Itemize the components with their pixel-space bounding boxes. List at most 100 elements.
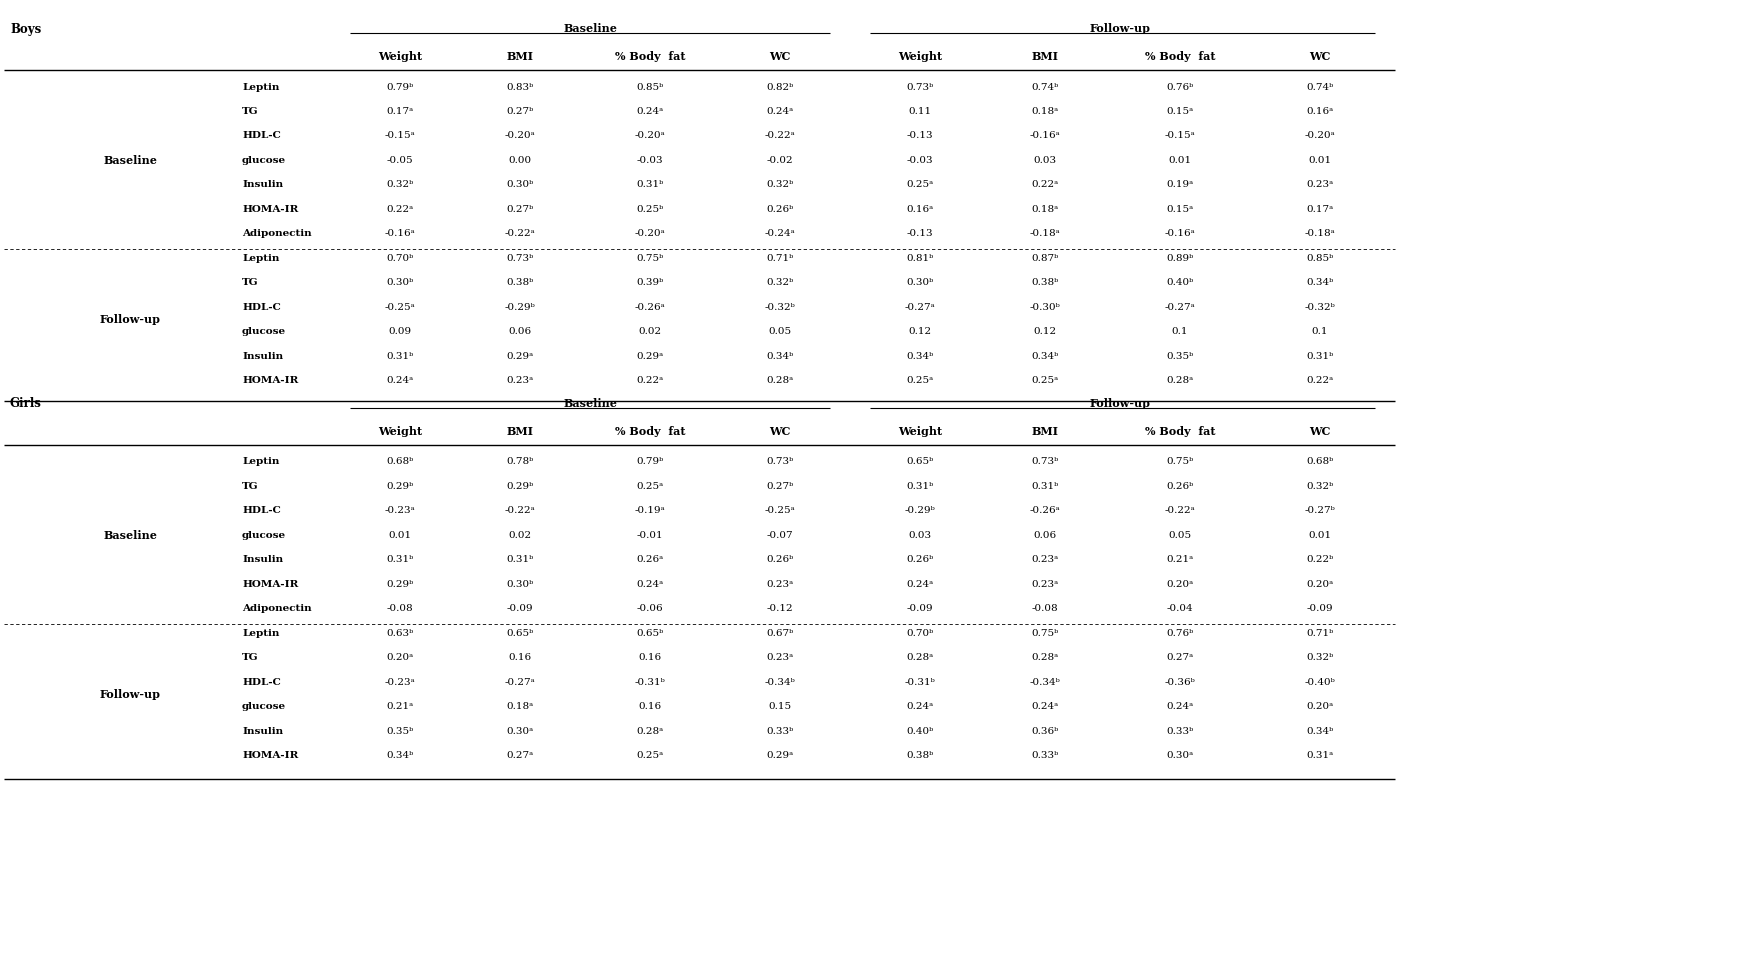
Text: -0.15ᵃ: -0.15ᵃ: [384, 131, 416, 141]
Text: WC: WC: [770, 52, 791, 63]
Text: 0.20ᵃ: 0.20ᵃ: [1306, 701, 1334, 711]
Text: -0.22ᵃ: -0.22ᵃ: [505, 506, 536, 514]
Text: HOMA-IR: HOMA-IR: [243, 579, 299, 589]
Text: -0.12: -0.12: [766, 603, 793, 613]
Text: 0.23ᵃ: 0.23ᵃ: [766, 579, 794, 589]
Text: 0.16: 0.16: [639, 652, 662, 662]
Text: 0.30ᵇ: 0.30ᵇ: [506, 579, 534, 589]
Text: 0.17ᵃ: 0.17ᵃ: [1306, 204, 1334, 214]
Text: -0.13: -0.13: [906, 131, 934, 141]
Text: -0.18ᵃ: -0.18ᵃ: [1030, 229, 1060, 239]
Text: -0.06: -0.06: [637, 603, 663, 613]
Text: 0.31ᵇ: 0.31ᵇ: [636, 180, 663, 190]
Text: 0.71ᵇ: 0.71ᵇ: [1306, 628, 1334, 638]
Text: 0.1: 0.1: [1172, 328, 1189, 336]
Text: 0.33ᵇ: 0.33ᵇ: [1032, 751, 1058, 760]
Text: 0.21ᵃ: 0.21ᵃ: [1166, 555, 1194, 564]
Text: 0.81ᵇ: 0.81ᵇ: [906, 253, 934, 263]
Text: Follow-up: Follow-up: [100, 314, 161, 325]
Text: 0.32ᵇ: 0.32ᵇ: [766, 180, 794, 190]
Text: 0.24ᵃ: 0.24ᵃ: [766, 107, 794, 115]
Text: 0.31ᵇ: 0.31ᵇ: [906, 481, 934, 490]
Text: 0.27ᵇ: 0.27ᵇ: [766, 481, 794, 490]
Text: -0.26ᵃ: -0.26ᵃ: [1030, 506, 1060, 514]
Text: Insulin: Insulin: [243, 180, 283, 190]
Text: 0.79ᵇ: 0.79ᵇ: [386, 82, 414, 91]
Text: -0.16ᵃ: -0.16ᵃ: [384, 229, 416, 239]
Text: Boys: Boys: [10, 22, 42, 35]
Text: 0.25ᵃ: 0.25ᵃ: [906, 377, 934, 385]
Text: -0.40ᵇ: -0.40ᵇ: [1304, 677, 1336, 687]
Text: -0.01: -0.01: [637, 530, 663, 540]
Text: BMI: BMI: [1032, 426, 1058, 437]
Text: 0.22ᵃ: 0.22ᵃ: [386, 204, 414, 214]
Text: -0.27ᵃ: -0.27ᵃ: [1165, 302, 1196, 312]
Text: 0.24ᵃ: 0.24ᵃ: [906, 579, 934, 589]
Text: % Body  fat: % Body fat: [615, 426, 684, 437]
Text: 0.38ᵇ: 0.38ᵇ: [506, 278, 534, 288]
Text: 0.31ᵇ: 0.31ᵇ: [386, 352, 414, 361]
Text: -0.09: -0.09: [906, 603, 934, 613]
Text: Follow-up: Follow-up: [100, 689, 161, 699]
Text: BMI: BMI: [506, 52, 534, 63]
Text: HDL-C: HDL-C: [243, 131, 281, 141]
Text: 0.16ᵃ: 0.16ᵃ: [906, 204, 934, 214]
Text: HOMA-IR: HOMA-IR: [243, 377, 299, 385]
Text: 0.17ᵃ: 0.17ᵃ: [386, 107, 414, 115]
Text: -0.04: -0.04: [1166, 603, 1193, 613]
Text: -0.02: -0.02: [766, 156, 793, 165]
Text: 0.89ᵇ: 0.89ᵇ: [1166, 253, 1194, 263]
Text: 0.63ᵇ: 0.63ᵇ: [386, 628, 414, 638]
Text: TG: TG: [243, 278, 258, 288]
Text: 0.35ᵇ: 0.35ᵇ: [1166, 352, 1194, 361]
Text: 0.73ᵇ: 0.73ᵇ: [906, 82, 934, 91]
Text: 0.00: 0.00: [508, 156, 531, 165]
Text: -0.31ᵇ: -0.31ᵇ: [904, 677, 936, 687]
Text: % Body  fat: % Body fat: [1145, 426, 1215, 437]
Text: 0.71ᵇ: 0.71ᵇ: [766, 253, 794, 263]
Text: 0.26ᵇ: 0.26ᵇ: [766, 555, 794, 564]
Text: 0.29ᵃ: 0.29ᵃ: [506, 352, 534, 361]
Text: 0.31ᵇ: 0.31ᵇ: [506, 555, 534, 564]
Text: 0.31ᵇ: 0.31ᵇ: [386, 555, 414, 564]
Text: 0.34ᵇ: 0.34ᵇ: [906, 352, 934, 361]
Text: 0.26ᵇ: 0.26ᵇ: [906, 555, 934, 564]
Text: 0.30ᵇ: 0.30ᵇ: [906, 278, 934, 288]
Text: 0.76ᵇ: 0.76ᵇ: [1166, 628, 1194, 638]
Text: 0.24ᵃ: 0.24ᵃ: [906, 701, 934, 711]
Text: -0.20ᵃ: -0.20ᵃ: [634, 229, 665, 239]
Text: -0.15ᵃ: -0.15ᵃ: [1165, 131, 1196, 141]
Text: 0.65ᵇ: 0.65ᵇ: [906, 457, 934, 466]
Text: 0.29ᵇ: 0.29ᵇ: [506, 481, 534, 490]
Text: 0.38ᵇ: 0.38ᵇ: [1032, 278, 1058, 288]
Text: -0.22ᵃ: -0.22ᵃ: [505, 229, 536, 239]
Text: 0.85ᵇ: 0.85ᵇ: [636, 82, 663, 91]
Text: 0.16: 0.16: [508, 652, 531, 662]
Text: 0.24ᵃ: 0.24ᵃ: [636, 107, 663, 115]
Text: -0.25ᵃ: -0.25ᵃ: [384, 302, 416, 312]
Text: 0.23ᵃ: 0.23ᵃ: [1306, 180, 1334, 190]
Text: 0.01: 0.01: [1308, 530, 1332, 540]
Text: HOMA-IR: HOMA-IR: [243, 751, 299, 760]
Text: -0.32ᵇ: -0.32ᵇ: [765, 302, 796, 312]
Text: 0.28ᵃ: 0.28ᵃ: [906, 652, 934, 662]
Text: 0.30ᵇ: 0.30ᵇ: [506, 180, 534, 190]
Text: 0.25ᵃ: 0.25ᵃ: [636, 481, 663, 490]
Text: -0.18ᵃ: -0.18ᵃ: [1304, 229, 1336, 239]
Text: 0.87ᵇ: 0.87ᵇ: [1032, 253, 1058, 263]
Text: -0.20ᵃ: -0.20ᵃ: [1304, 131, 1336, 141]
Text: 0.70ᵇ: 0.70ᵇ: [906, 628, 934, 638]
Text: 0.39ᵇ: 0.39ᵇ: [636, 278, 663, 288]
Text: HDL-C: HDL-C: [243, 506, 281, 514]
Text: 0.27ᵃ: 0.27ᵃ: [506, 751, 534, 760]
Text: 0.27ᵇ: 0.27ᵇ: [506, 204, 534, 214]
Text: 0.01: 0.01: [388, 530, 412, 540]
Text: 0.30ᵃ: 0.30ᵃ: [506, 727, 534, 735]
Text: Insulin: Insulin: [243, 555, 283, 564]
Text: -0.31ᵇ: -0.31ᵇ: [634, 677, 665, 687]
Text: 0.34ᵇ: 0.34ᵇ: [1306, 278, 1334, 288]
Text: -0.32ᵇ: -0.32ᵇ: [1304, 302, 1336, 312]
Text: BMI: BMI: [506, 426, 534, 437]
Text: Leptin: Leptin: [243, 628, 279, 638]
Text: Insulin: Insulin: [243, 727, 283, 735]
